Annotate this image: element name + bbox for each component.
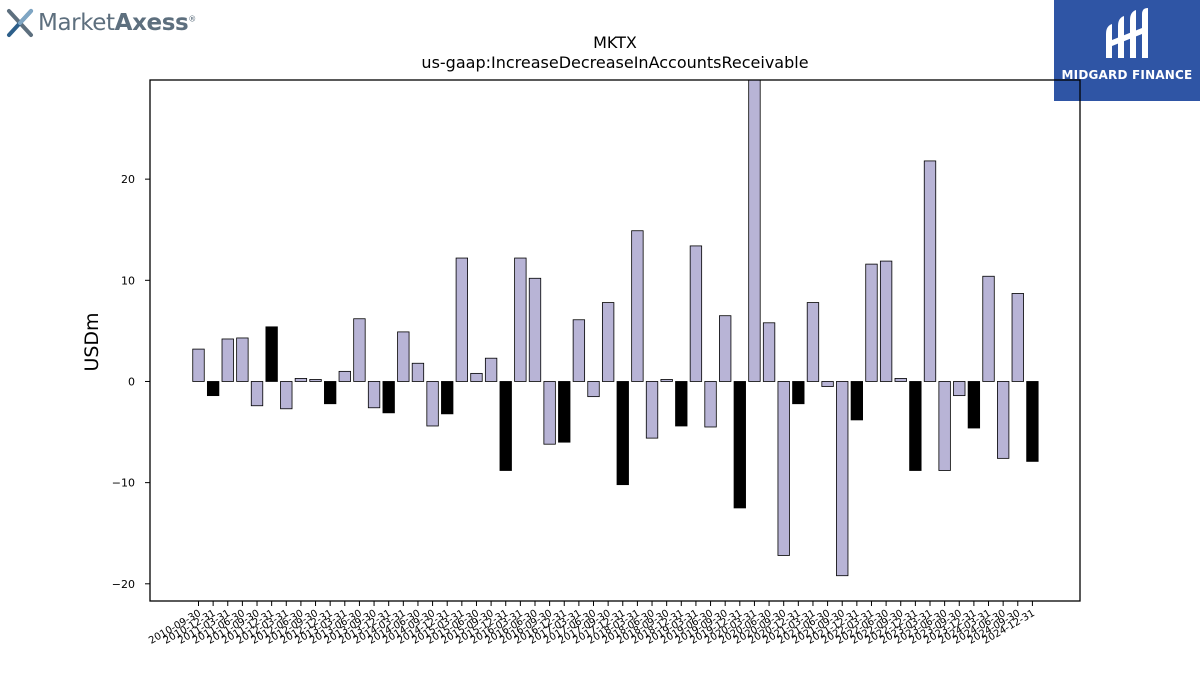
chart-title: MKTX	[593, 33, 637, 52]
bar-2016-03-31	[514, 257, 527, 382]
bar-2011-03-31	[221, 338, 234, 382]
bar-2020-12-31	[792, 381, 805, 405]
x-axis-ticks: 2010-09-302010-12-312011-03-312011-06-30…	[147, 601, 1037, 647]
bar-2021-03-31	[806, 302, 820, 382]
bar-2014-12-31	[441, 381, 454, 415]
marketaxess-x-icon	[7, 9, 33, 37]
y-axis-label: USDm	[81, 312, 103, 371]
bar-2022-03-31	[865, 263, 878, 382]
bar-2021-12-31	[850, 381, 863, 421]
marketaxess-wordmark: MarketAxess®	[38, 10, 196, 36]
bar-2019-06-30	[704, 381, 717, 428]
bar-2024-12-31	[1026, 381, 1039, 462]
bar-2011-09-30	[250, 381, 264, 407]
bar-2019-03-31	[689, 245, 703, 382]
bar-2015-06-30	[470, 372, 483, 382]
bar-2012-06-30	[294, 378, 308, 382]
bar-2016-09-30	[543, 381, 556, 445]
y-tick-label: −10	[112, 477, 135, 490]
bar-2013-06-30	[353, 318, 366, 382]
bar-2023-12-31	[967, 381, 981, 429]
bar-2020-09-30	[777, 381, 790, 556]
bar-2017-06-30	[587, 381, 600, 398]
bar-2016-06-30	[528, 277, 542, 382]
bar-2013-03-31	[338, 370, 351, 382]
bar-2010-09-30	[192, 348, 205, 382]
bar-2020-06-30	[762, 322, 776, 382]
bar-2012-09-30	[309, 379, 322, 382]
y-tick-label: 0	[128, 375, 135, 388]
bar-2015-03-31	[455, 257, 468, 382]
bar-2016-12-31	[558, 381, 571, 443]
bar-2011-12-31	[265, 326, 278, 382]
bar-2017-12-31	[616, 381, 629, 486]
bars-layer	[192, 79, 1039, 577]
bar-2018-06-30	[645, 381, 659, 439]
bar-2024-06-30	[997, 381, 1010, 459]
plot-area-frame	[149, 79, 1081, 602]
midgard-monogram-icon	[1106, 8, 1148, 58]
chart-subtitle: us-gaap:IncreaseDecreaseInAccountsReceiv…	[421, 53, 808, 72]
bar-2019-09-30	[719, 315, 732, 382]
y-tick-label: −20	[112, 578, 135, 591]
y-axis-ticks: −20 −10 0 10 20	[112, 173, 150, 591]
marketaxess-logo: MarketAxess®	[6, 6, 196, 40]
bar-2010-12-31	[206, 381, 220, 397]
bar-2024-03-31	[982, 275, 995, 382]
bar-2017-09-30	[601, 302, 615, 382]
bar-2018-03-31	[631, 230, 644, 382]
bar-2015-09-30	[484, 357, 498, 382]
bar-2022-12-31	[909, 381, 922, 471]
marketaxess-word-bold: Axess	[114, 10, 189, 36]
midgard-finance-logo: MIDGARD FINANCE	[1054, 0, 1200, 101]
bar-2023-03-31	[923, 160, 937, 382]
y-tick-label: 10	[121, 274, 135, 287]
marketaxess-word-light: Market	[38, 10, 115, 36]
bar-2015-12-31	[499, 381, 512, 471]
bar-2024-09-30	[1011, 293, 1024, 382]
bar-2012-03-31	[280, 381, 293, 410]
bar-2023-09-30	[953, 381, 966, 397]
bar-2014-03-31	[397, 331, 410, 382]
bar-2020-03-31	[748, 79, 761, 382]
bar-2013-09-30	[367, 381, 381, 409]
registered-mark: ®	[188, 14, 196, 24]
bar-2018-12-31	[675, 381, 688, 427]
bar-2021-09-30	[836, 381, 849, 577]
midgard-finance-wordmark: MIDGARD FINANCE	[1061, 68, 1193, 82]
bar-2011-06-30	[236, 337, 249, 382]
bar-2013-12-31	[382, 381, 395, 414]
bar-2014-09-30	[426, 381, 439, 427]
bar-2019-12-31	[733, 381, 746, 509]
bar-2014-06-30	[411, 362, 425, 382]
y-tick-label: 20	[121, 173, 135, 186]
bar-2023-06-30	[938, 381, 951, 471]
bar-2022-09-30	[894, 378, 907, 382]
bar-2017-03-31	[572, 319, 586, 382]
bar-2022-06-30	[879, 260, 893, 382]
bar-2021-06-30	[821, 381, 834, 387]
bar-2012-12-31	[324, 381, 337, 405]
bar-2018-09-30	[660, 379, 673, 382]
